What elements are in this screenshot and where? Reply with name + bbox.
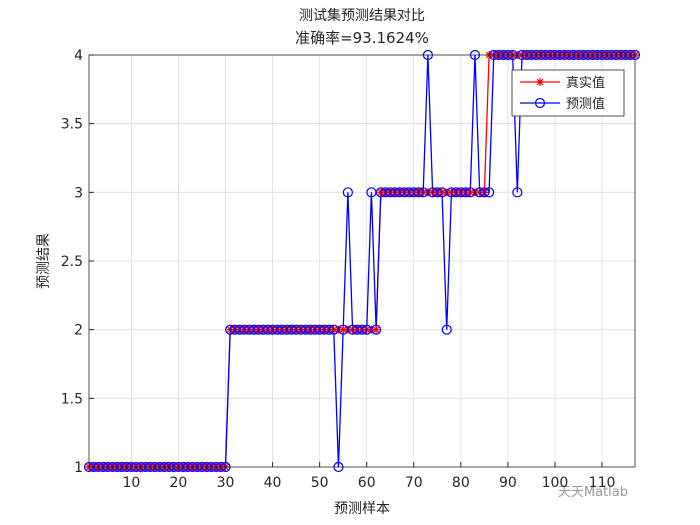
marker-circle xyxy=(432,187,443,198)
legend-label: 预测值 xyxy=(566,96,605,112)
x-tick-label: 110 xyxy=(589,475,616,491)
grid xyxy=(89,54,635,468)
marker-circle xyxy=(323,324,335,335)
x-tick-label: 100 xyxy=(542,475,569,491)
marker-circle xyxy=(356,324,368,335)
y-tick-label: 1 xyxy=(74,460,83,476)
x-tick-label: 10 xyxy=(122,475,140,491)
y-axis-label: 预测结果 xyxy=(36,233,52,289)
marker-circle xyxy=(512,187,523,198)
x-tick-label: 20 xyxy=(170,475,188,491)
y-tick-label: 3 xyxy=(74,185,83,201)
y-tick-label: 3.5 xyxy=(61,117,83,133)
marker-circle xyxy=(534,97,546,109)
chart-title: 测试集预测结果对比 xyxy=(299,7,425,24)
axes-box xyxy=(88,54,636,468)
marker-circle xyxy=(413,187,424,198)
x-tick-label: 30 xyxy=(217,475,235,491)
marker-star xyxy=(536,78,544,86)
x-tick-label: 90 xyxy=(499,475,517,491)
x-tick-label: 40 xyxy=(264,475,282,491)
chart-subtitle: 准确率=93.1624% xyxy=(295,29,429,47)
y-tick-label: 2.5 xyxy=(61,254,83,270)
x-tick-label: 70 xyxy=(405,475,423,491)
marker-circle xyxy=(479,187,490,198)
marker-circle xyxy=(460,187,471,198)
legend-box xyxy=(511,69,625,117)
marker-star xyxy=(339,325,348,334)
x-tick-label: 80 xyxy=(452,475,470,491)
x-axis-label: 预测样本 xyxy=(334,501,390,517)
x-tick-label: 60 xyxy=(358,475,376,491)
marker-circle xyxy=(441,324,452,335)
marker-circle xyxy=(483,187,495,198)
marker-circle xyxy=(371,324,382,335)
watermark: 天天Matlab xyxy=(558,485,628,500)
marker-circle xyxy=(342,187,353,198)
x-tick-label: 50 xyxy=(311,475,329,491)
y-tick-label: 2 xyxy=(74,323,83,339)
y-tick-label: 4 xyxy=(74,48,83,64)
marker-star xyxy=(372,325,381,334)
y-tick-label: 1.5 xyxy=(61,391,83,407)
legend-label: 真实值 xyxy=(566,75,605,91)
